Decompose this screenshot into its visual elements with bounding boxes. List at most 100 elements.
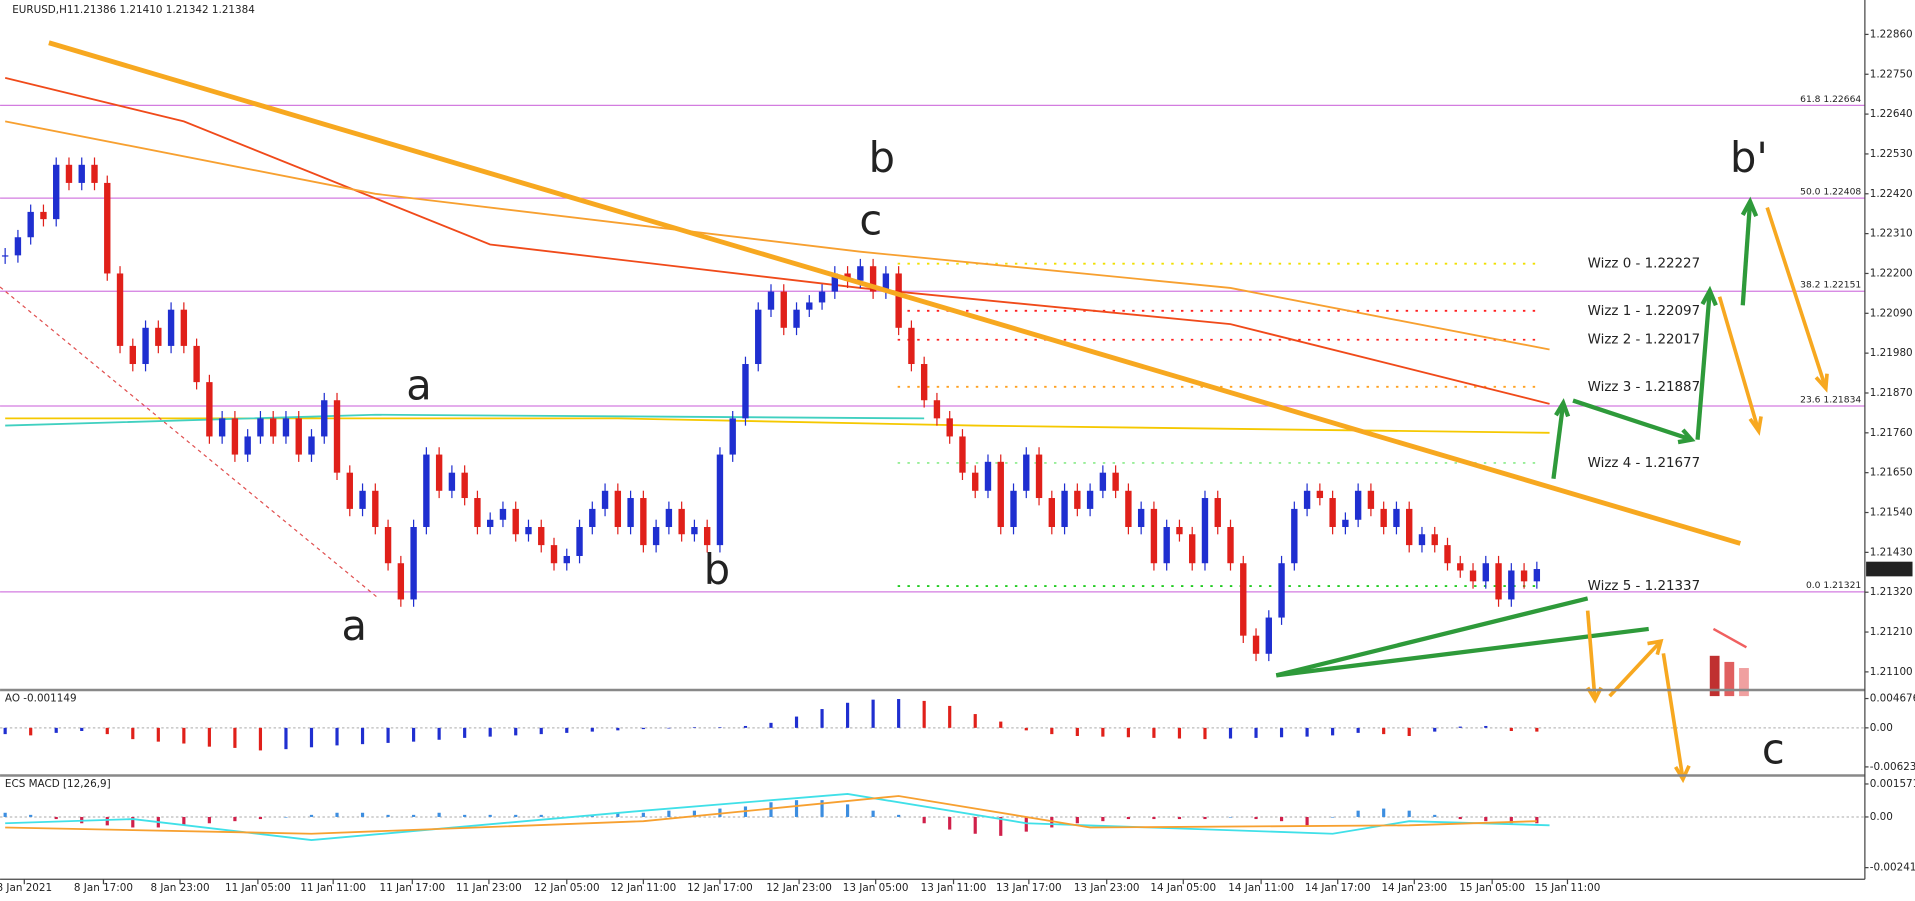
y-tick-label: 1.21320 (1870, 586, 1913, 598)
histogram-bar (284, 816, 288, 818)
grid-layer (0, 104, 1865, 818)
x-tick-label: 15 Jan 05:00 (1459, 882, 1525, 894)
histogram-bar (845, 804, 850, 817)
histogram-bar (1075, 727, 1079, 737)
candle (180, 309, 188, 346)
histogram-bar (999, 721, 1003, 728)
candle (231, 418, 239, 455)
histogram-bar (1101, 816, 1105, 822)
histogram-bar (718, 727, 722, 728)
histogram-bar (1228, 727, 1233, 739)
candle (1201, 498, 1209, 564)
candle (333, 400, 341, 473)
candle (1265, 617, 1272, 654)
arrow (1717, 296, 1761, 432)
candle (691, 527, 698, 535)
histogram-bar (233, 816, 237, 822)
candle (116, 273, 124, 346)
candle (53, 164, 60, 220)
candle (703, 527, 711, 546)
fib-label: 0.0 1.21321 (1806, 581, 1861, 591)
histogram-bar (1177, 727, 1182, 739)
y-tick-label: 0.004676 (1870, 693, 1915, 705)
candle (27, 211, 34, 238)
candle (91, 164, 98, 183)
histogram-bar (386, 727, 390, 743)
histogram-bar (156, 727, 160, 742)
candle (678, 508, 685, 535)
histogram-bar (1050, 816, 1054, 828)
candle (1329, 498, 1336, 528)
histogram-bar (1356, 810, 1360, 817)
x-tick-label: 13 Jan 11:00 (921, 882, 987, 894)
histogram-bar (437, 727, 441, 740)
histogram-bar (309, 727, 314, 748)
y-tick-label: 1.22090 (1870, 307, 1913, 319)
histogram-bar (641, 727, 645, 730)
candle (435, 454, 443, 491)
candle (206, 382, 213, 437)
histogram-bar (999, 816, 1003, 836)
histogram-bar (1484, 725, 1488, 728)
candle (1227, 527, 1234, 564)
histogram-bar (1126, 816, 1130, 820)
y-tick-label: 0.00 (1870, 722, 1893, 734)
candle (1431, 534, 1438, 546)
histogram-bar (1152, 727, 1156, 738)
candle (1444, 545, 1451, 564)
histogram-bar (667, 727, 671, 729)
candle (640, 498, 647, 546)
y-tick-label: 0.00 (1870, 811, 1893, 823)
histogram-bar (1458, 816, 1462, 820)
histogram-bar (1458, 726, 1462, 728)
histogram-bar (1331, 816, 1335, 818)
axis-layer: 61.8 1.22664 50.0 1.22408 38.2 1.22151 23.6… (0, 28, 1915, 893)
candle (257, 418, 264, 437)
candle (1482, 563, 1489, 582)
x-tick-label: 13 Jan 17:00 (996, 882, 1062, 894)
histogram-bar (948, 816, 952, 830)
histogram-bar (794, 800, 799, 817)
candle (486, 519, 494, 528)
histogram-bar (514, 814, 518, 817)
histogram-bar (641, 812, 645, 817)
candle (372, 490, 379, 528)
arrow (1585, 610, 1597, 700)
fib-label: 23.6 1.21834 (1800, 395, 1861, 405)
candle (1354, 490, 1362, 520)
histogram-bar (335, 727, 339, 746)
candle (716, 454, 724, 546)
candle (448, 472, 456, 491)
y-tick-label: 1.22420 (1870, 188, 1913, 200)
candle (397, 563, 405, 600)
candle (972, 472, 979, 491)
histogram-bar (3, 812, 7, 817)
candle (882, 273, 890, 292)
candle (780, 291, 787, 328)
histogram-bar (131, 727, 135, 740)
indicator-line (5, 795, 1537, 835)
icon-bar (1739, 668, 1749, 697)
histogram-bar (412, 814, 416, 817)
candle (1099, 472, 1107, 491)
arrow-head (1674, 764, 1691, 784)
histogram-bar (1331, 727, 1335, 736)
arrow (1695, 290, 1712, 440)
histogram-bar (29, 727, 33, 736)
candle (512, 508, 519, 535)
support-line (1275, 626, 1649, 678)
candle (1240, 563, 1247, 636)
candle (1074, 490, 1081, 509)
last-price-box (1866, 561, 1913, 577)
histogram-bar (1203, 816, 1207, 820)
candle (270, 418, 277, 437)
candle (346, 472, 353, 509)
candle (1086, 490, 1094, 509)
wizz-label: Wizz 3 - 1.21887 (1588, 380, 1700, 395)
histogram-bar (412, 727, 416, 742)
arrow-head (1647, 638, 1664, 656)
last-price-label: 1.21384 (1870, 563, 1913, 575)
candle (1061, 490, 1068, 528)
x-tick-label: 12 Jan 17:00 (687, 882, 753, 894)
indicator-line (4, 77, 1550, 405)
